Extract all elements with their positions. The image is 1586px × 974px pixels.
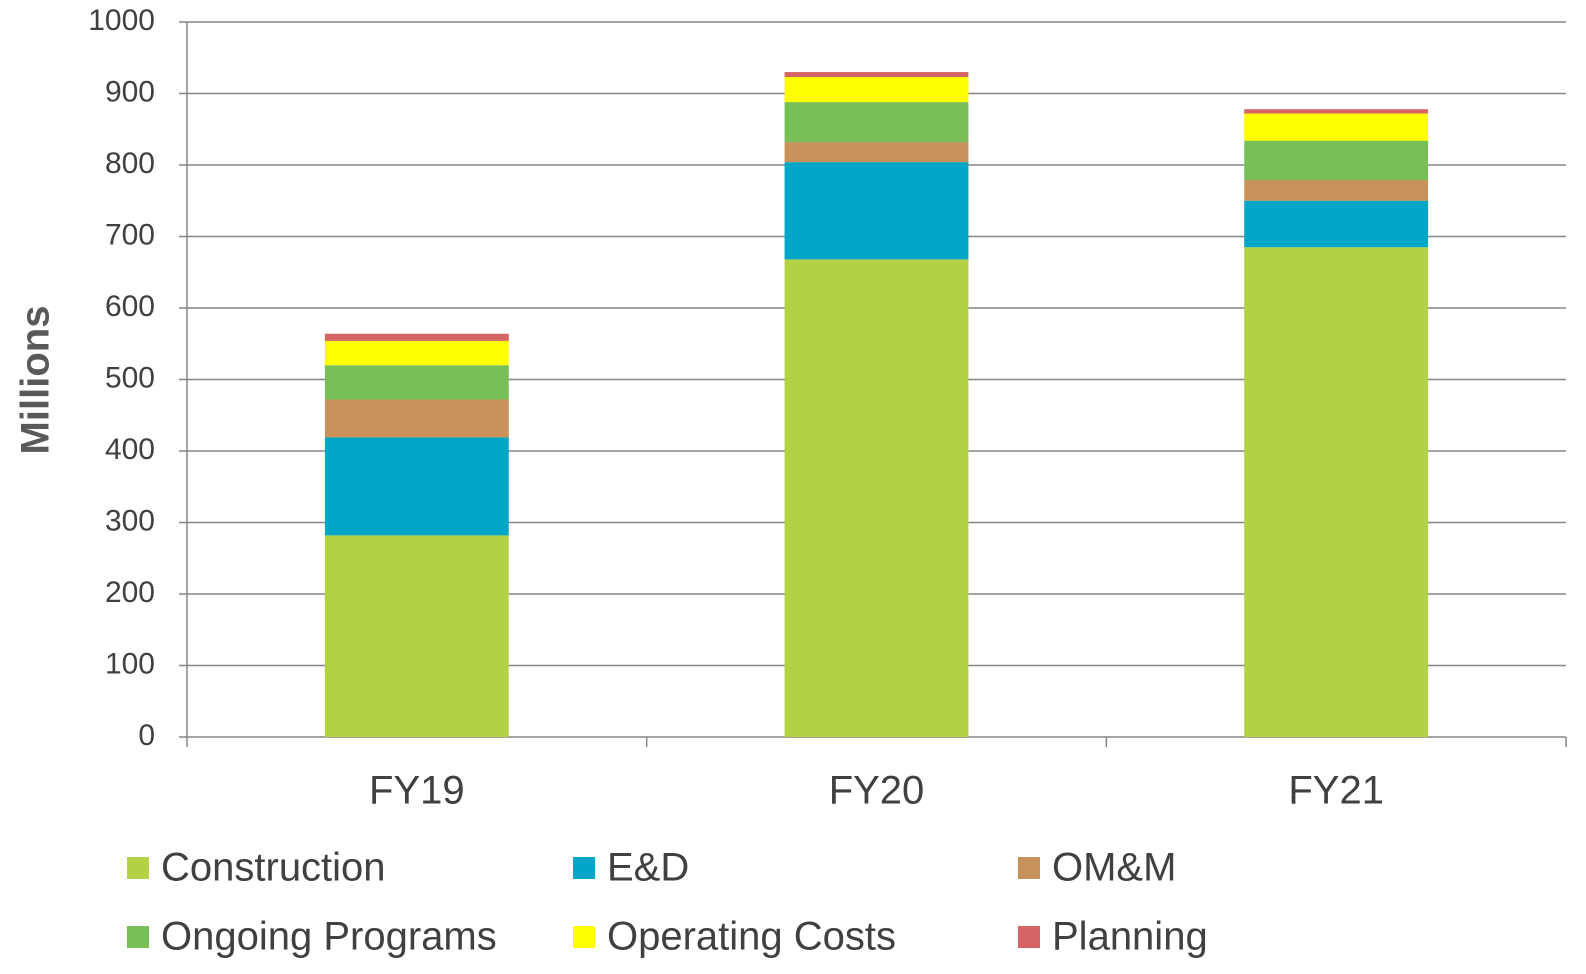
bar-segment <box>1244 200 1429 248</box>
legend-label: Construction <box>161 846 386 890</box>
bar-segment <box>324 399 509 438</box>
bar-segment <box>324 333 509 341</box>
legend-label: E&D <box>607 846 689 890</box>
legend-label: OM&M <box>1052 846 1176 890</box>
legend-label: Ongoing Programs <box>161 915 497 959</box>
bar-segment <box>1244 113 1429 141</box>
bar-segment <box>1244 109 1429 114</box>
bar-segment <box>1244 140 1429 181</box>
legend-swatch <box>127 857 149 879</box>
y-tick-label: 400 <box>105 433 155 466</box>
bar-segment <box>784 259 969 737</box>
x-tick-label: FY19 <box>369 769 465 813</box>
y-tick-label: 200 <box>105 576 155 609</box>
bar-segment <box>324 365 509 400</box>
y-tick-label: 300 <box>105 504 155 537</box>
y-tick-label: 100 <box>105 647 155 680</box>
bar-segment <box>784 77 969 103</box>
bar-segment <box>324 437 509 536</box>
y-tick-label: 600 <box>105 290 155 323</box>
bar-segment <box>324 535 509 737</box>
legend-swatch <box>573 857 595 879</box>
legend-swatch <box>1018 857 1040 879</box>
y-axis-label: Millions <box>14 306 58 455</box>
y-tick-label: 700 <box>105 218 155 251</box>
y-tick-label: 500 <box>105 361 155 394</box>
bar-segment <box>1244 180 1429 201</box>
bar-segment <box>1244 247 1429 737</box>
bar-segment <box>784 72 969 78</box>
y-tick-label: 800 <box>105 147 155 180</box>
bar-segment <box>784 142 969 163</box>
legend-label: Planning <box>1052 915 1208 959</box>
bar-segment <box>784 102 969 143</box>
x-tick-label: FY21 <box>1288 769 1384 813</box>
bar-segment <box>324 340 509 366</box>
legend-swatch <box>1018 926 1040 948</box>
bar-segment <box>784 162 969 260</box>
x-tick-label: FY20 <box>829 769 925 813</box>
legend-label: Operating Costs <box>607 915 896 959</box>
y-tick-label: 900 <box>105 75 155 108</box>
legend-swatch <box>573 926 595 948</box>
y-tick-label: 0 <box>138 719 155 752</box>
y-tick-label: 1000 <box>88 4 155 37</box>
legend-swatch <box>127 926 149 948</box>
